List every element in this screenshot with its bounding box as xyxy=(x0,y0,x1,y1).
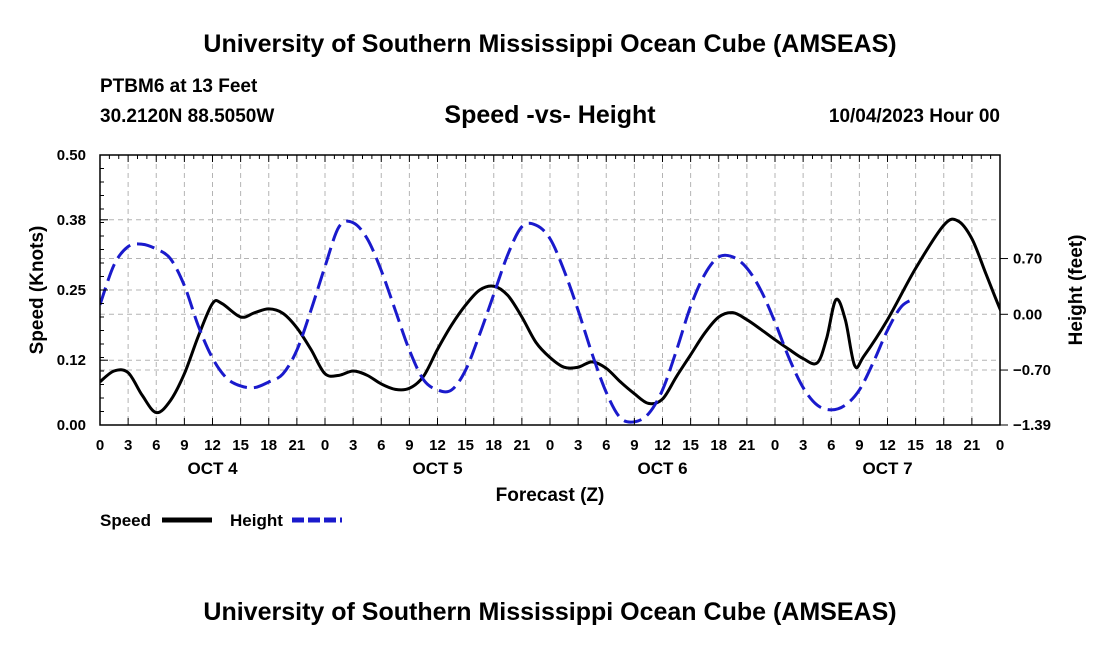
x-tick-label: 0 xyxy=(321,437,329,454)
x-tick-label: 18 xyxy=(935,437,952,454)
x-tick-label: 12 xyxy=(204,437,221,454)
x-tick-label: 18 xyxy=(260,437,277,454)
x-tick-label: 3 xyxy=(349,437,357,454)
x-tick-label: 6 xyxy=(827,437,835,454)
forecast-datestamp: 10/04/2023 Hour 00 xyxy=(828,106,1000,127)
x-tick-label: 15 xyxy=(232,437,249,454)
x-tick-label: 15 xyxy=(682,437,699,454)
station-coordinates: 30.2120N 88.5050W xyxy=(100,106,275,127)
x-tick-label: 21 xyxy=(739,437,756,454)
y-tick-label: 0.12 xyxy=(57,352,86,369)
series-line-speed xyxy=(100,217,1000,415)
y-tick-label: 0.50 xyxy=(57,147,86,164)
ticks xyxy=(99,154,1008,426)
x-tick-label: 12 xyxy=(654,437,671,454)
x-tick-label: 3 xyxy=(124,437,132,454)
legend-height-label: Height xyxy=(230,511,283,530)
series-line-height xyxy=(100,219,917,424)
x-tick-label: 21 xyxy=(289,437,306,454)
x-tick-label: 0 xyxy=(96,437,104,454)
grid xyxy=(100,155,1000,426)
y2-tick-label: −0.70 xyxy=(1013,362,1051,379)
y2-tick-label: 0.00 xyxy=(1013,306,1042,323)
x-tick-label: 6 xyxy=(152,437,160,454)
x-tick-label: 18 xyxy=(710,437,727,454)
x-tick-label: 9 xyxy=(855,437,863,454)
x-tick-label: 21 xyxy=(964,437,981,454)
y-tick-label: 0.25 xyxy=(57,282,86,299)
y-axis-label: Speed (Knots) xyxy=(27,226,48,355)
x-tick-label: 0 xyxy=(771,437,779,454)
x-tick-label: 21 xyxy=(514,437,531,454)
footer-title: University of Southern Mississippi Ocean… xyxy=(203,598,897,626)
y2-axis-label: Height (feet) xyxy=(1066,235,1087,346)
legend-speed-label: Speed xyxy=(100,511,151,530)
tick-labels: 0 3 6 9 12 15 18 21 0 3 6 9 12 15 18 21 0 3 6 9 12 15 18 21 0 3 6 9… xyxy=(57,147,1051,478)
y2-tick-label: −1.39 xyxy=(1013,417,1051,434)
x-day-label: OCT 6 xyxy=(637,459,687,478)
chart-subtitle: Speed -vs- Height xyxy=(444,101,656,129)
x-tick-label: 3 xyxy=(799,437,807,454)
x-tick-label: 6 xyxy=(377,437,385,454)
y2-tick-label: 0.70 xyxy=(1013,251,1042,268)
station-label: PTBM6 at 13 Feet xyxy=(100,76,258,97)
x-tick-label: 9 xyxy=(405,437,413,454)
x-tick-label: 0 xyxy=(996,437,1004,454)
x-day-label: OCT 7 xyxy=(862,459,912,478)
y-tick-label: 0.38 xyxy=(57,212,86,229)
x-tick-label: 15 xyxy=(457,437,474,454)
x-tick-label: 6 xyxy=(602,437,610,454)
x-tick-label: 9 xyxy=(630,437,638,454)
legend: Speed Height xyxy=(100,511,342,530)
y-tick-label: 0.00 xyxy=(57,417,86,434)
series-layer xyxy=(100,217,1000,424)
x-tick-label: 0 xyxy=(546,437,554,454)
x-tick-label: 12 xyxy=(429,437,446,454)
x-tick-label: 9 xyxy=(180,437,188,454)
x-tick-label: 15 xyxy=(907,437,924,454)
x-tick-label: 18 xyxy=(485,437,502,454)
x-day-label: OCT 5 xyxy=(412,459,462,478)
x-tick-label: 12 xyxy=(879,437,896,454)
x-tick-label: 3 xyxy=(574,437,582,454)
chart-title: University of Southern Mississippi Ocean… xyxy=(203,30,897,58)
x-axis-label: Forecast (Z) xyxy=(496,485,605,506)
x-day-label: OCT 4 xyxy=(187,459,238,478)
